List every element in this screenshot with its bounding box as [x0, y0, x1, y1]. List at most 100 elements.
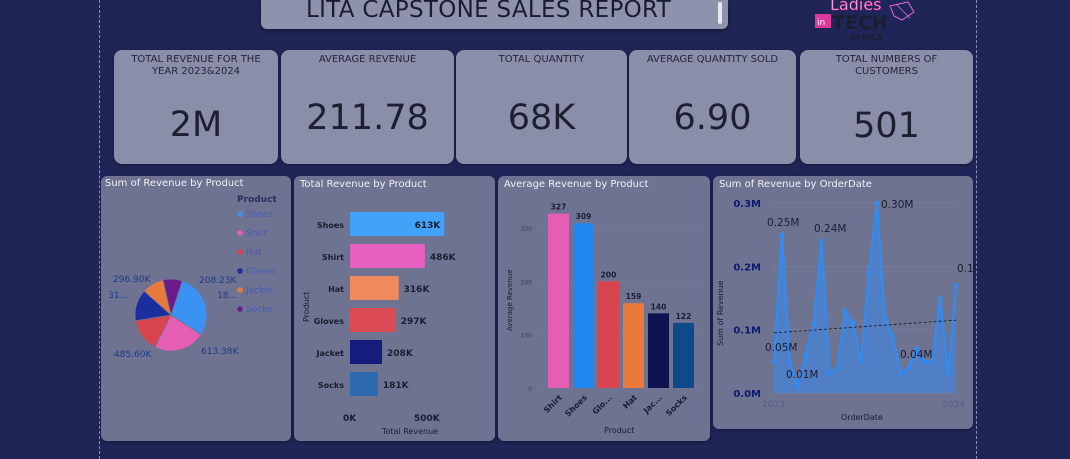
area-xtick-0: 2023: [762, 400, 785, 410]
vbar-category-label: Glo...: [591, 393, 614, 416]
pie-label-hat: 31...: [108, 291, 128, 301]
pie-label-jacket: 208.23K: [199, 276, 237, 286]
hbar-value-label: 208K: [387, 349, 414, 359]
kpi-value: 501: [853, 106, 920, 146]
vbar-value-label: 327: [551, 203, 567, 212]
legend-label-hat: Hat: [246, 248, 262, 258]
hbar-value-label: 316K: [404, 285, 431, 295]
area-point: [795, 384, 800, 389]
kpi-total-revenue[interactable]: TOTAL REVENUE FOR THE YEAR 2023&2024 2M: [114, 50, 278, 164]
area-xlabel: OrderDate: [841, 413, 883, 422]
pie-chart: Product Shoes Shirt Hat Gloves Jacket Socks 2…: [108, 195, 277, 360]
legend-label-gloves: Gloves: [246, 267, 277, 277]
area-point: [827, 371, 832, 377]
hbar-chart-title: Total Revenue by Product: [300, 179, 427, 190]
legend-marker-hat: [237, 249, 243, 255]
area-ytick: 0.0M: [733, 389, 761, 400]
hbar-bar-jacket: [350, 340, 383, 364]
kpi-label: TOTAL NUMBERS OF CUSTOMERS: [835, 54, 938, 77]
vbar-value-label: 159: [626, 292, 642, 301]
hbar-bar-socks: [350, 372, 378, 396]
hbar-bar-shirt: [350, 244, 425, 268]
area-data-label: 0.17M: [957, 263, 973, 275]
report-title-box[interactable]: LITA CAPSTONE SALES REPORT: [261, 0, 728, 29]
hbar-chart-panel[interactable]: Total Revenue by Product Shoes 613K Shirt 4…: [294, 176, 495, 441]
legend-marker-jacket: [237, 287, 243, 293]
area-point: [850, 321, 856, 326]
area-point: [898, 371, 903, 377]
area-chart: 0.0M 0.1M 0.2M 0.3M 0.25M 0.24M 0.30M 0.17M 0.0…: [716, 199, 973, 422]
kpi-label: AVERAGE REVENUE: [318, 54, 417, 65]
pie-label-socks: 18...: [217, 291, 237, 301]
legend-label-socks: Socks: [246, 305, 272, 315]
vbar-bar-shoes: [573, 223, 594, 388]
area-point: [771, 359, 777, 364]
vbar-chart-panel[interactable]: Average Revenue by Product 0 100 200 300 32…: [498, 176, 710, 441]
hbar-value-label: 486K: [430, 253, 457, 263]
kpi-total-customers[interactable]: TOTAL NUMBERS OF CUSTOMERS 501: [800, 50, 973, 164]
hbar-value-label: 297K: [401, 317, 428, 327]
pie-legend-title: Product: [237, 195, 277, 205]
vbar-bar-jacket: [648, 313, 669, 388]
area-point: [874, 200, 880, 206]
pie-slice-shoes: [170, 280, 208, 336]
canvas-guide-left: [99, 0, 100, 459]
legend-marker-shirt: [237, 230, 243, 236]
kpi-value: 6.90: [673, 98, 752, 138]
kpi-total-quantity[interactable]: TOTAL QUANTITY 68K: [456, 50, 627, 164]
vbar-ylabel: Average Revenue: [506, 270, 514, 331]
logo-line1: Ladies: [830, 0, 882, 14]
vbar-value-label: 200: [601, 270, 617, 279]
pie-chart-panel[interactable]: Sum of Revenue by Product Product Shoes S…: [101, 176, 291, 441]
title-scrollbar[interactable]: [718, 2, 722, 24]
hbar-value-label: 613K: [415, 221, 442, 231]
vbar-value-label: 309: [576, 212, 592, 221]
kpi-value: 2M: [169, 105, 223, 145]
area-data-label: 0.04M: [900, 349, 932, 361]
area-xtick-1: 2024: [942, 400, 965, 410]
vbar-category-label: Hat: [621, 393, 639, 411]
kpi-average-quantity[interactable]: AVERAGE QUANTITY SOLD 6.90: [629, 50, 796, 164]
area-point: [922, 359, 927, 364]
vbar-category-label: Socks: [664, 393, 689, 418]
vbar-chart-title: Average Revenue by Product: [504, 179, 649, 190]
area-point: [866, 270, 872, 275]
area-data-label: 0.30M: [881, 199, 913, 211]
area-ytick: 0.1M: [733, 326, 761, 337]
area-point: [937, 295, 943, 301]
area-point: [835, 365, 840, 370]
pie-label-shoes: 613.38K: [201, 347, 239, 357]
legend-marker-gloves: [237, 268, 243, 274]
area-data-label: 0.01M: [786, 369, 818, 381]
canvas-guide-right: [976, 0, 977, 459]
kpi-average-revenue[interactable]: AVERAGE REVENUE 211.78: [281, 50, 454, 164]
area-ytick: 0.2M: [733, 262, 761, 273]
area-chart-panel[interactable]: Sum of Revenue by OrderDate 0.0M 0.1M 0.2M…: [713, 176, 973, 429]
vbar-category-label: Shirt: [542, 393, 564, 415]
kpi-label: TOTAL QUANTITY: [498, 54, 585, 65]
area-point: [858, 359, 864, 364]
vbar-bar-socks: [673, 322, 694, 388]
hbar-category-label: Hat: [328, 285, 344, 294]
area-trendline: [773, 319, 957, 334]
vbar-chart: 0 100 200 300 327 Shirt 309 Shoes 200 Glo... 159 H…: [506, 203, 703, 435]
legend-marker-shoes: [237, 211, 243, 217]
vbar-category-label: Shoes: [563, 393, 589, 419]
logo-line2: TECH: [832, 12, 888, 34]
pie-slice-shirt: [154, 314, 202, 352]
logo-badge: in: [817, 18, 825, 28]
legend-marker-socks: [237, 306, 243, 312]
area-point: [953, 283, 959, 288]
area-point: [787, 359, 793, 364]
hbar-category-label: Jacket: [316, 349, 345, 358]
legend-label-jacket: Jacket: [245, 286, 274, 296]
area-point: [811, 321, 816, 326]
kpi-value: 211.78: [306, 98, 429, 138]
vbar-bar-shirt: [548, 213, 569, 388]
kpi-label: AVERAGE QUANTITY SOLD: [646, 54, 779, 65]
area-point: [843, 308, 848, 313]
area-data-label: 0.05M: [765, 342, 797, 354]
pie-chart-title: Sum of Revenue by Product: [105, 178, 244, 189]
pie-slice-socks: [162, 278, 183, 317]
area-point: [882, 314, 887, 320]
